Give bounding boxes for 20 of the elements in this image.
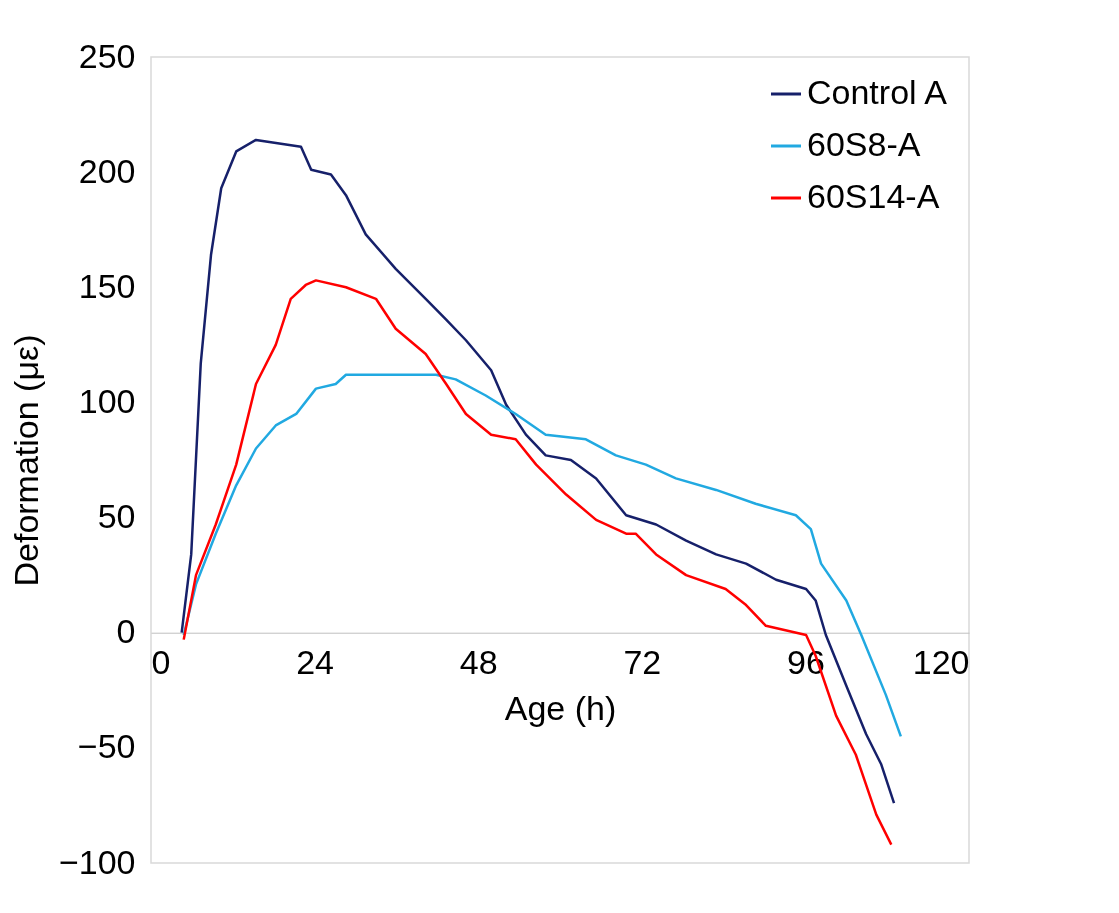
line-series [182,279,893,846]
x-tick-label: 120 [912,643,970,682]
line-series [182,373,903,738]
y-tick-label: 50 [97,497,136,536]
y-tick-label: 100 [78,381,136,420]
y-tick-label: 250 [78,36,136,75]
y-tick-label: 0 [116,612,136,651]
x-tick-label: 72 [623,643,662,682]
y-tick-label: 200 [78,151,136,190]
y-tick-label: 150 [78,266,136,305]
x-tick-label: 0 [151,643,171,682]
x-axis-title: Age (h) [504,689,617,728]
legend-label: Control A [807,73,948,111]
y-axis-title: Deformation (με) [6,334,45,587]
x-tick-label: 24 [296,643,335,682]
legend-label: 60S8-A [807,125,921,163]
y-tick-label: −100 [58,842,136,881]
y-tick-label: −50 [77,727,136,766]
x-tick-label: 48 [459,643,498,682]
legend-label: 60S14-A [807,177,940,215]
